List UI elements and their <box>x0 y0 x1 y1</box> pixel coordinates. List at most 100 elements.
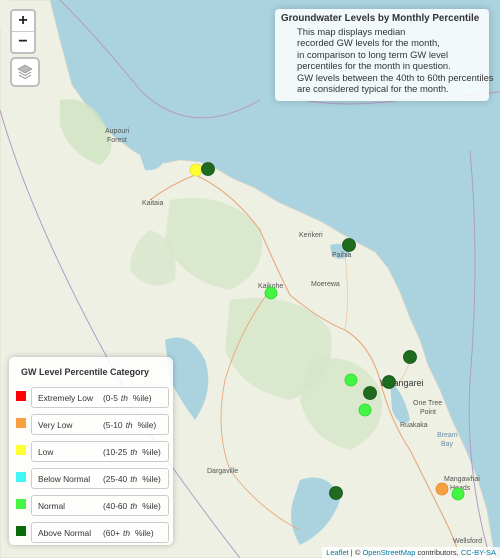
legend-th: th <box>120 393 128 403</box>
info-line: are considered typical for the month. <box>297 83 449 94</box>
legend-th: th <box>130 501 138 511</box>
site-marker[interactable] <box>342 238 356 252</box>
legend-range: (25-40 <box>103 474 128 484</box>
legend-th: th <box>123 528 130 538</box>
legend-th: th <box>125 420 133 430</box>
legend-item-extremely-low: Extremely Low (0-5 th %ile) <box>12 387 172 410</box>
legend-label: Low <box>38 447 54 457</box>
legend-pct: %ile) <box>142 447 161 457</box>
legend-label: Below Normal <box>38 474 91 484</box>
site-marker[interactable] <box>403 350 417 364</box>
leaflet-link[interactable]: Leaflet <box>326 548 349 557</box>
legend-range: (10-25 <box>103 447 128 457</box>
maritime-boundary <box>468 149 491 558</box>
site-marker[interactable] <box>358 403 372 417</box>
harbour <box>390 380 410 424</box>
osm-link[interactable]: OpenStreetMap <box>362 548 416 557</box>
site-marker[interactable] <box>363 386 377 400</box>
legend-swatch <box>16 418 26 428</box>
legend-item-normal: Normal (40-60 th %ile) <box>12 495 172 518</box>
place-label: Paihia <box>332 252 352 259</box>
info-line: in comparison to long term GW level <box>297 48 449 60</box>
legend-panel: GW Level Percentile Category Extremely L… <box>9 357 173 545</box>
site-marker[interactable] <box>264 286 278 300</box>
minor-road <box>344 254 348 331</box>
info-line: This map displays median <box>297 25 406 37</box>
legend-pct: %ile) <box>137 420 157 430</box>
site-marker[interactable] <box>435 482 449 496</box>
legend-swatch <box>16 526 26 536</box>
site-marker[interactable] <box>189 163 203 177</box>
legend-label: Very Low <box>38 420 73 430</box>
site-marker[interactable] <box>344 373 358 387</box>
legend-item-low: Low (10-25 th %ile) <box>12 441 172 464</box>
harbour <box>140 153 165 171</box>
place-label: Moerewa <box>311 281 340 288</box>
zoom-control: + − <box>10 9 36 54</box>
main-road <box>220 289 301 531</box>
place-label: Bay <box>441 441 454 448</box>
legend-item-very-low: Very Low (5-10 th %ile) <box>12 414 172 437</box>
layers-icon <box>17 64 33 80</box>
legend-th: th <box>130 447 138 457</box>
forest-area <box>300 358 382 450</box>
info-line: percentiles for the month in question. <box>297 60 451 71</box>
place-label: One Tree <box>413 400 443 407</box>
forest-area <box>165 198 262 290</box>
zoom-in-button[interactable]: + <box>18 12 28 29</box>
place-label: Kaitaia <box>142 200 164 207</box>
place-label: Aupouri <box>105 128 130 135</box>
forest-area <box>60 99 112 165</box>
attribution-contrib: contributors, <box>415 548 461 557</box>
forest-area <box>225 298 332 400</box>
site-marker[interactable] <box>451 487 465 501</box>
info-line: recorded GW levels for the month, <box>297 37 440 48</box>
legend-swatch <box>16 472 26 482</box>
legend-range: (0-5 <box>103 393 118 403</box>
layers-button[interactable] <box>10 57 40 87</box>
license-link[interactable]: CC-BY-SA <box>460 548 496 557</box>
place-label: Dargaville <box>207 468 239 475</box>
harbour <box>165 337 209 420</box>
attribution-sep: | © <box>348 548 363 557</box>
site-marker[interactable] <box>201 162 215 176</box>
legend-pct: %ile) <box>142 474 161 484</box>
site-marker[interactable] <box>382 375 396 389</box>
legend-swatch <box>16 391 26 401</box>
minor-road <box>379 359 411 388</box>
place-label: Bream <box>437 432 458 439</box>
place-label: Mangawhai <box>444 476 480 483</box>
legend-range: (40-60 <box>103 501 128 511</box>
legend-label: Above Normal <box>38 528 92 538</box>
legend-title: GW Level Percentile Category <box>21 367 150 377</box>
legend-item-above-normal: Above Normal (60+ th %ile) <box>12 522 172 545</box>
place-label: Kaikohe <box>258 283 284 290</box>
info-title: Groundwater Levels by Monthly Percentile <box>281 13 480 24</box>
legend-swatch <box>16 445 26 455</box>
place-label: Point <box>420 409 436 416</box>
legend-label: Extremely Low <box>38 393 93 403</box>
info-line: GW levels between the 40th to 60th perce… <box>297 71 494 83</box>
legend-item-below-normal: Below Normal (25-40 th %ile) <box>12 468 172 491</box>
legend-label: Normal <box>38 501 65 511</box>
site-marker[interactable] <box>329 486 343 500</box>
forest-area <box>130 230 176 286</box>
legend-pct: %ile) <box>142 501 161 511</box>
place-label: Wellsford <box>453 538 483 545</box>
legend-pct: %ile) <box>135 528 154 538</box>
info-panel: Groundwater Levels by Monthly Percentile… <box>275 9 494 101</box>
maritime-boundary <box>59 0 261 119</box>
place-label: Forest <box>107 137 127 144</box>
place-label: Ruakaka <box>400 422 428 429</box>
harbour <box>291 477 340 545</box>
map-attribution: Leaflet | © OpenStreetMap contributors, … <box>322 547 500 558</box>
place-label: Whangarei <box>380 378 424 388</box>
legend-swatch <box>16 499 26 509</box>
legend-range: (60+ <box>103 528 120 538</box>
zoom-out-button[interactable]: − <box>12 31 34 52</box>
legend-pct: %ile) <box>132 393 152 403</box>
place-label: Kerikeri <box>299 232 323 239</box>
legend-th: th <box>130 474 138 484</box>
